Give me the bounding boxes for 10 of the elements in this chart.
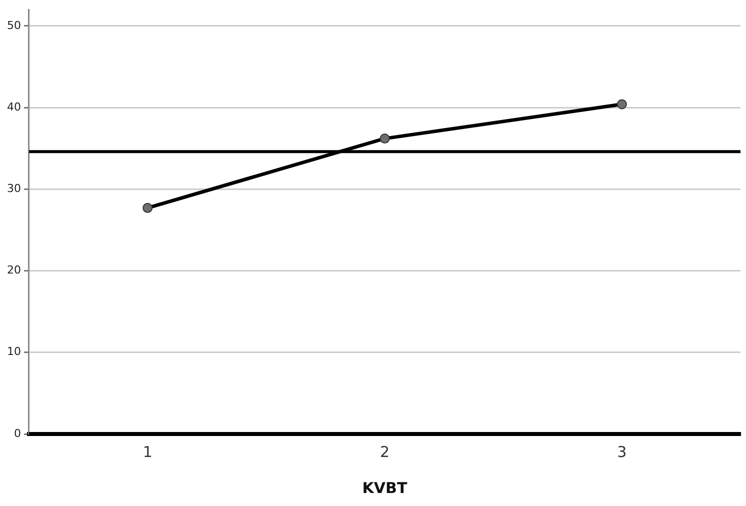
x-tick-label: 3: [617, 442, 627, 461]
x-axis-title: KVBT: [362, 478, 408, 497]
y-tick-label: 50: [6, 18, 21, 32]
y-tick-label: 30: [6, 182, 21, 196]
y-tick-label: 20: [6, 264, 21, 277]
y-tick-label: 10: [6, 345, 21, 358]
y-tick-label: 0: [14, 426, 21, 440]
y-tick-label: 40: [6, 100, 21, 114]
x-tick-label: 2: [380, 442, 390, 461]
x-tick-label: 1: [142, 442, 152, 461]
